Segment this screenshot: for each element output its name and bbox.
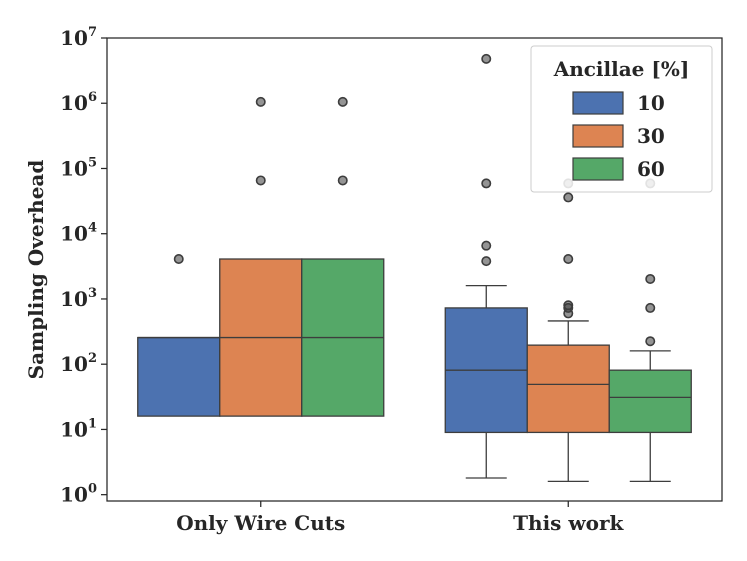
- box-iqr: [608, 369, 692, 434]
- box-10-0: [137, 336, 221, 417]
- y-tick-label: 107: [60, 25, 97, 50]
- box-iqr: [137, 336, 221, 417]
- y-tick-base: 10: [60, 156, 88, 180]
- y-tick-exponent: 4: [88, 221, 97, 236]
- legend-swatch-30: [572, 124, 624, 148]
- outlier-point: [481, 53, 492, 64]
- legend-swatch-10: [572, 91, 624, 115]
- outliers-layer: [173, 53, 656, 347]
- legend-title: Ancillae [%]: [553, 57, 690, 81]
- outlier-point: [481, 178, 492, 189]
- box-30-0: [219, 258, 303, 417]
- outlier-point: [337, 96, 348, 107]
- legend-label-30: 30: [637, 124, 665, 148]
- y-tick-label: 103: [60, 286, 97, 311]
- outlier-point: [255, 96, 266, 107]
- box-60-1: [608, 350, 692, 483]
- y-tick-exponent: 2: [88, 351, 97, 366]
- y-tick-base: 10: [60, 483, 88, 507]
- box-60-0: [301, 258, 385, 417]
- y-tick-exponent: 6: [88, 90, 97, 105]
- y-tick-label: 104: [60, 221, 97, 246]
- y-tick-label: 102: [60, 351, 97, 376]
- y-tick-exponent: 0: [88, 482, 97, 497]
- y-tick-label: 100: [60, 482, 97, 507]
- y-tick-base: 10: [60, 417, 88, 441]
- y-tick-base: 10: [60, 287, 88, 311]
- y-tick-label: 105: [60, 155, 97, 180]
- box-iqr: [526, 344, 610, 434]
- legend-label-60: 60: [637, 157, 665, 181]
- y-tick-base: 10: [60, 352, 88, 376]
- y-tick-base: 10: [60, 91, 88, 115]
- outlier-point: [563, 192, 574, 203]
- y-tick-exponent: 5: [88, 155, 97, 170]
- y-tick-label: 106: [60, 90, 97, 115]
- x-tick-label: This work: [513, 511, 624, 535]
- outlier-point: [173, 254, 184, 265]
- y-tick-base: 10: [60, 222, 88, 246]
- y-tick-exponent: 7: [88, 25, 97, 40]
- plot-frame: [106, 37, 723, 502]
- box-10-1: [444, 284, 528, 479]
- outlier-point: [337, 175, 348, 186]
- legend-label-10: 10: [637, 91, 665, 115]
- outlier-point: [645, 336, 656, 347]
- boxes-layer: [137, 258, 692, 483]
- y-tick-exponent: 1: [88, 416, 97, 431]
- outlier-point: [255, 175, 266, 186]
- x-tick-label: Only Wire Cuts: [176, 511, 345, 535]
- y-axis-title: Sampling Overhead: [24, 160, 48, 380]
- legend-frame: [530, 45, 713, 193]
- x-axis: Only Wire Cuts This work: [176, 501, 624, 535]
- legend-swatch-60: [572, 157, 624, 181]
- outlier-point: [481, 256, 492, 267]
- outlier-point: [563, 254, 574, 265]
- y-tick-label: 101: [60, 416, 97, 441]
- y-tick-base: 10: [60, 26, 88, 50]
- outlier-point: [563, 300, 574, 311]
- legend: Ancillae [%] 10 30 60: [530, 45, 713, 193]
- outlier-point: [645, 302, 656, 313]
- outlier-point: [645, 273, 656, 284]
- box-30-1: [526, 320, 610, 483]
- outlier-point: [481, 240, 492, 251]
- y-tick-exponent: 3: [88, 286, 97, 301]
